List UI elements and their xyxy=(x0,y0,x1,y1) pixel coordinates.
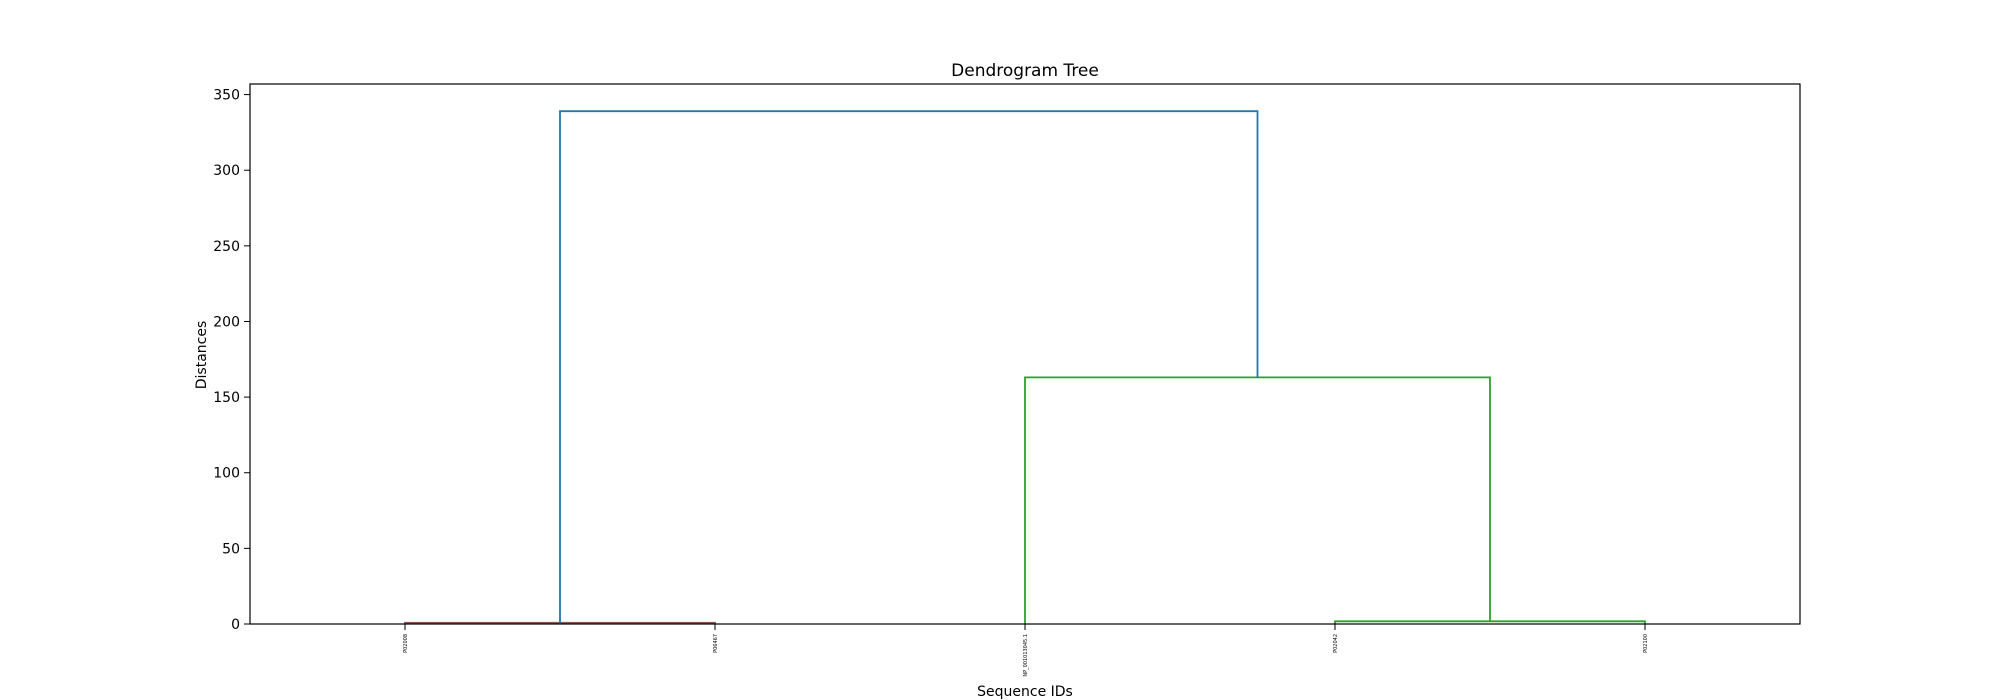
axis-ticks: 0 50 100 150 200 250 300 350 P02008 P06467 NP_0010… xyxy=(213,88,1649,677)
leaf-label: P02042 xyxy=(1333,634,1339,653)
y-tick-label: 100 xyxy=(213,466,240,482)
leaf-label: P02008 xyxy=(403,634,409,653)
y-tick-label: 350 xyxy=(213,88,240,104)
leaf-label: P06467 xyxy=(713,634,719,653)
dendrogram-link-4 xyxy=(559,110,1259,623)
leaf-label: P02100 xyxy=(1643,634,1649,653)
plot-frame xyxy=(249,83,1801,625)
y-tick-label: 200 xyxy=(213,314,240,330)
x-axis-label: Sequence IDs xyxy=(977,684,1073,700)
dendrogram-links xyxy=(404,110,1646,624)
chart-title: Dendrogram Tree xyxy=(951,61,1099,81)
y-axis-label: Distances xyxy=(194,321,210,390)
y-tick-label: 50 xyxy=(222,541,240,557)
leaf-label: NP_001013045.1 xyxy=(1023,634,1029,677)
dendrogram-link-3 xyxy=(1024,376,1491,624)
y-tick-label: 0 xyxy=(231,617,240,633)
y-tick-label: 300 xyxy=(213,163,240,179)
y-tick-label: 150 xyxy=(213,390,240,406)
y-tick-label: 250 xyxy=(213,239,240,255)
